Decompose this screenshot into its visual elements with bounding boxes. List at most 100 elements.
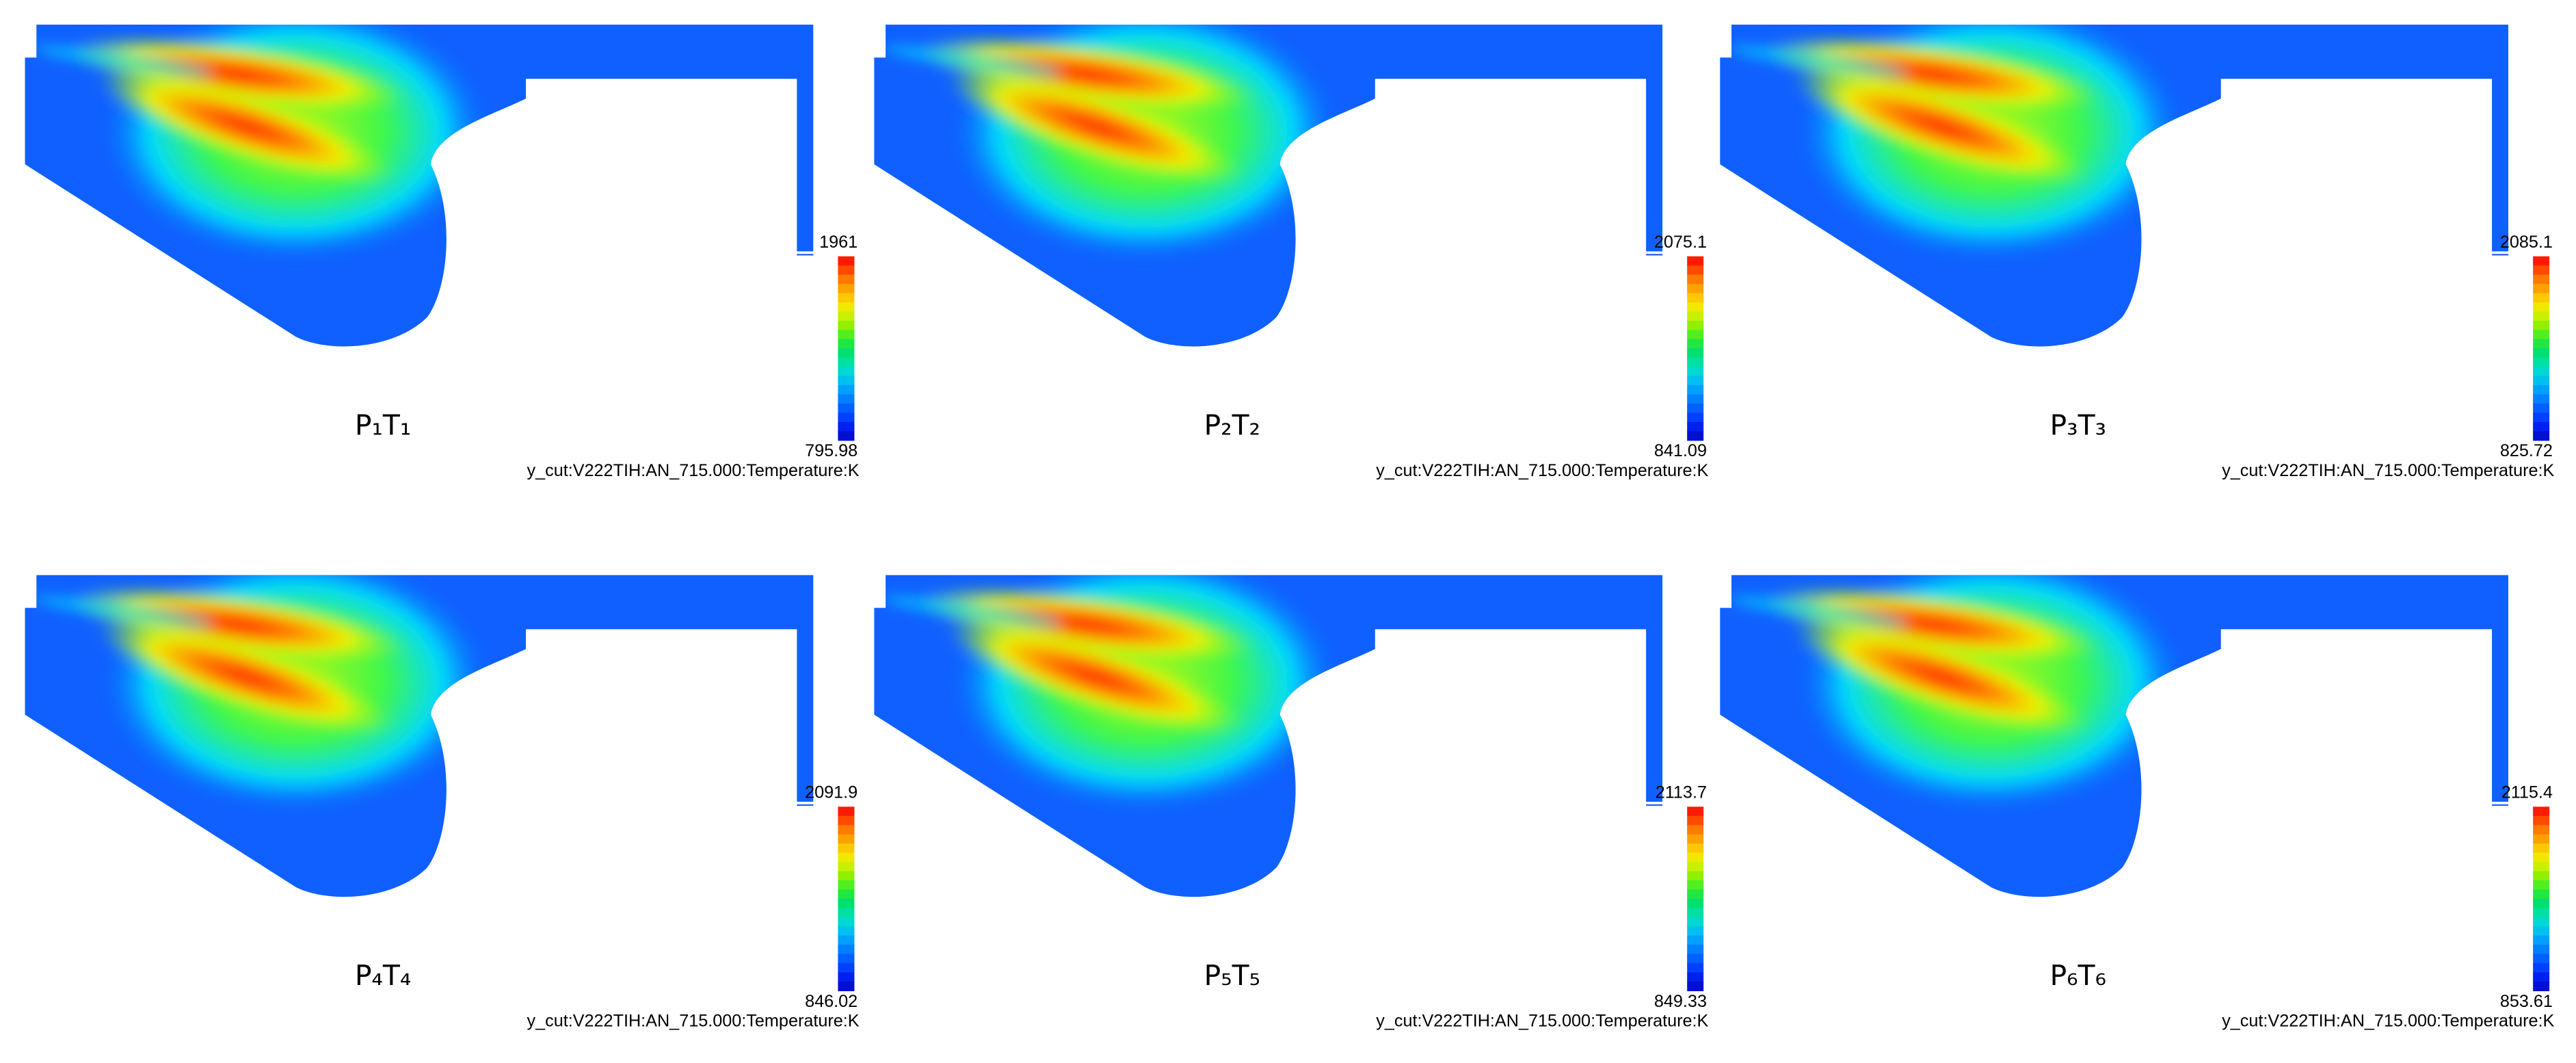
caption: y_cut:V222TIH:AN_715.000:Temperature:K xyxy=(1376,1012,1708,1031)
caption: y_cut:V222TIH:AN_715.000:Temperature:K xyxy=(1376,461,1708,480)
colorbar-step xyxy=(2533,376,2550,386)
colorbar-step xyxy=(2533,926,2550,936)
plume-upper xyxy=(67,586,410,663)
colorbar-step xyxy=(1687,394,1704,404)
colorbar-step xyxy=(1687,972,1704,982)
contour xyxy=(1720,25,2509,347)
plume-lower xyxy=(98,68,396,184)
jet xyxy=(883,596,1063,627)
colorbar-step xyxy=(838,412,855,423)
colorbar-step xyxy=(838,265,855,276)
contour xyxy=(25,575,814,897)
plume-lower xyxy=(1792,619,2090,735)
colorbar-step xyxy=(1687,302,1704,313)
colorbar-step xyxy=(1687,357,1704,367)
colorbar-step xyxy=(2533,825,2550,835)
colorbar-step xyxy=(1687,898,1704,908)
colorbar-step xyxy=(838,348,855,358)
colorbar-step xyxy=(838,935,855,945)
colorbar-step xyxy=(2533,311,2550,321)
colorbar-step xyxy=(2533,330,2550,340)
plume-lower xyxy=(946,68,1245,184)
colorbar-step xyxy=(838,898,855,908)
colorbar-step xyxy=(838,284,855,294)
colorbar-step xyxy=(2533,357,2550,367)
colorbar-step xyxy=(1687,981,1704,992)
colorbar-step xyxy=(838,880,855,891)
colorbar-step xyxy=(838,834,855,844)
colorbar-step xyxy=(1687,403,1704,414)
colorbar-step xyxy=(2533,889,2550,900)
contour-field xyxy=(34,575,494,813)
colorbar-step xyxy=(838,311,855,321)
plume-upper xyxy=(67,36,410,112)
colorbar-step xyxy=(2533,815,2550,826)
colorbar-step xyxy=(1687,348,1704,358)
colorbar-step xyxy=(838,320,855,331)
jet xyxy=(34,45,213,76)
panel: 2113.7 849.33y_cut:V222TIH:AN_715.000:Tem… xyxy=(874,575,1709,1031)
colorbar-step xyxy=(2533,954,2550,964)
colorbar-step xyxy=(1687,962,1704,973)
plume-upper xyxy=(1762,36,2105,112)
colorbar-step xyxy=(2533,908,2550,918)
colorbar-step xyxy=(2533,384,2550,395)
colorbar-step xyxy=(2533,852,2550,863)
colorbar-step xyxy=(838,384,855,395)
colorbar-step xyxy=(1687,815,1704,826)
colorbar-step xyxy=(838,889,855,900)
colorbar-step xyxy=(838,926,855,936)
panel: 1961 795.98y_cut:V222TIH:AN_715.000:Tempe… xyxy=(25,25,860,480)
colorbar-step xyxy=(2533,871,2550,881)
colorbar-step xyxy=(1687,274,1704,285)
plume-lower xyxy=(1792,68,2090,184)
colorbar-step xyxy=(1687,954,1704,964)
colorbar-step xyxy=(1687,284,1704,294)
colorbar-step xyxy=(1687,935,1704,945)
plume-lower xyxy=(98,619,396,735)
colorbar-step xyxy=(838,357,855,367)
colorbar-step xyxy=(838,256,855,266)
colorbar-step xyxy=(838,394,855,404)
colorbar-step xyxy=(2533,421,2550,432)
colorbar-step xyxy=(2533,917,2550,927)
contour xyxy=(874,25,1663,347)
colorbar-step xyxy=(838,293,855,303)
colorbar-max: 1961 xyxy=(819,233,858,252)
contour-field xyxy=(883,575,1342,813)
colorbar-step xyxy=(838,339,855,349)
colorbar-step xyxy=(2533,962,2550,973)
panel-label: P₆T₆ xyxy=(2050,959,2106,992)
colorbar-step xyxy=(838,981,855,992)
colorbar-step xyxy=(838,376,855,386)
caption: y_cut:V222TIH:AN_715.000:Temperature:K xyxy=(2222,1012,2554,1031)
colorbar-step xyxy=(1687,926,1704,936)
colorbar-step xyxy=(1687,862,1704,872)
jet xyxy=(883,45,1063,76)
panel: 2075.1 841.09y_cut:V222TIH:AN_715.000:Tem… xyxy=(874,25,1709,480)
colorbar-step xyxy=(838,862,855,872)
contour-field xyxy=(1729,25,2188,263)
colorbar-max: 2085.1 xyxy=(2500,233,2553,252)
panel: 2115.4 853.61y_cut:V222TIH:AN_715.000:Tem… xyxy=(1720,575,2555,1031)
colorbar-step xyxy=(1687,825,1704,835)
colorbar-step xyxy=(838,843,855,854)
panel-label: P₅T₅ xyxy=(1204,959,1260,992)
plume-upper xyxy=(916,586,1259,663)
colorbar-step xyxy=(2533,339,2550,349)
contour-field xyxy=(1729,575,2188,813)
colorbar-step xyxy=(1687,311,1704,321)
colorbar-max: 2091.9 xyxy=(805,783,858,802)
colorbar-max: 2113.7 xyxy=(1656,783,1707,802)
colorbar-step xyxy=(2533,274,2550,285)
colorbar-step xyxy=(2533,843,2550,854)
colorbar-min: 853.61 xyxy=(2500,992,2553,1011)
colorbar-step xyxy=(838,815,855,826)
caption: y_cut:V222TIH:AN_715.000:Temperature:K xyxy=(2222,461,2554,480)
colorbar-min: 846.02 xyxy=(805,992,858,1011)
colorbar-step xyxy=(838,806,855,817)
colorbar-step xyxy=(2533,945,2550,955)
contour-field xyxy=(34,25,494,263)
